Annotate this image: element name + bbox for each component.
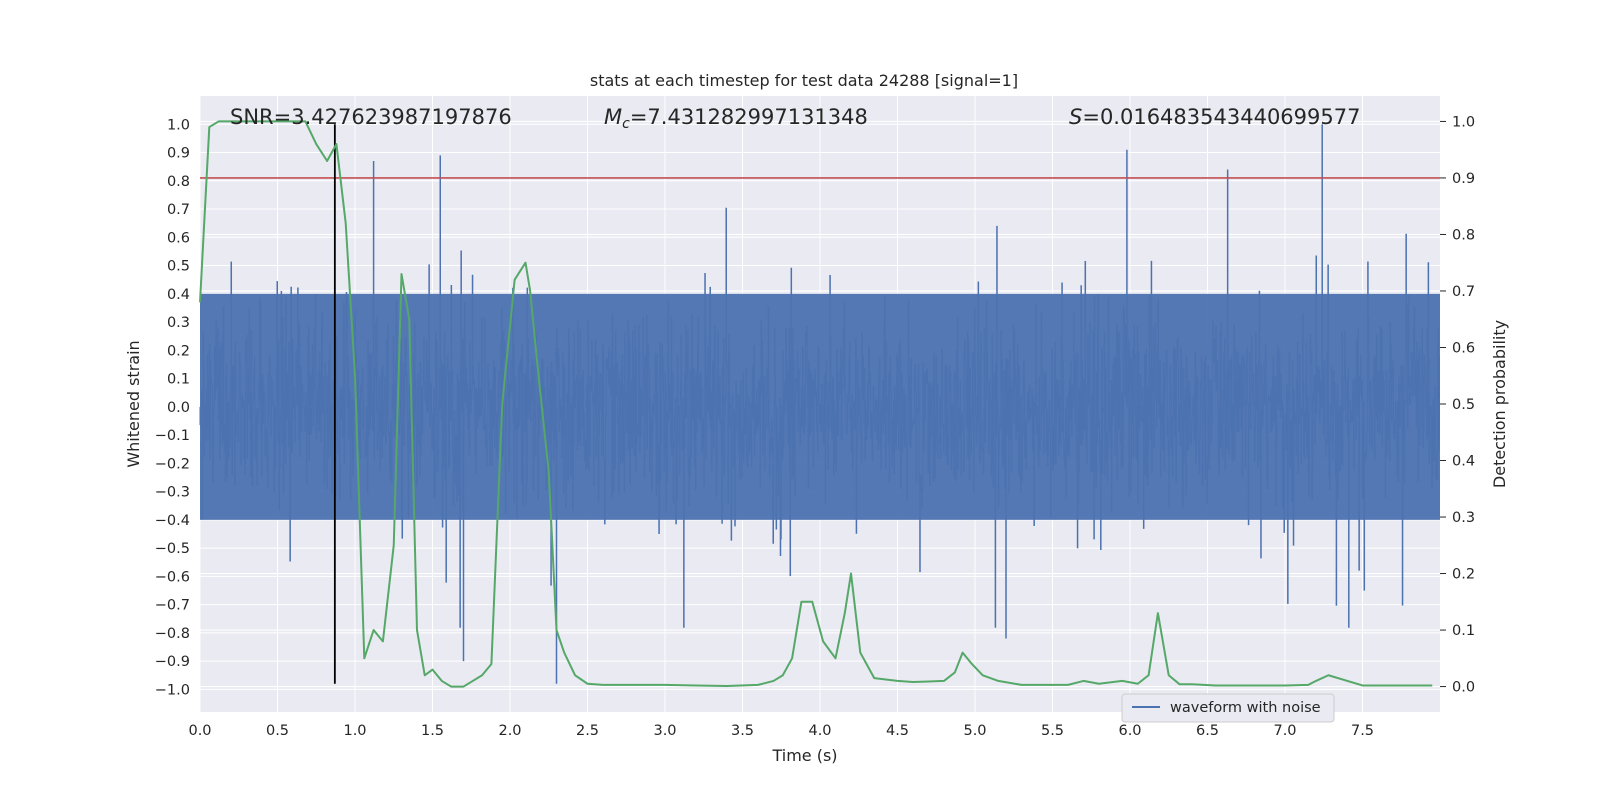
y-right-tick-label: 0.1 <box>1452 623 1475 639</box>
chart-title: stats at each timestep for test data 242… <box>590 71 1018 90</box>
x-tick-label: 7.0 <box>1273 723 1296 739</box>
s-annotation: S=0.016483543440699577 <box>1069 105 1360 129</box>
waveform-line <box>199 207 1440 628</box>
y-right-tick-label: 0.9 <box>1452 171 1475 187</box>
y-left-tick-label: 0.6 <box>167 230 190 246</box>
y-left-tick-label: −0.6 <box>155 569 190 585</box>
overlay-lines <box>199 120 1440 688</box>
y-left-tick-label: 0.4 <box>167 287 190 303</box>
y-right-axis-ticks: 1.0 0.9 0.8 0.7 0.6 0.5 0.4 0.3 0.2 0.1 0.0 <box>1440 114 1475 696</box>
x-tick-label: 2.5 <box>576 723 599 739</box>
y-right-tick-label: 0.3 <box>1452 510 1475 526</box>
legend-box <box>1121 693 1335 723</box>
x-tick-label: 1.0 <box>343 723 366 739</box>
y-right-axis-label: Detection probability <box>1490 320 1509 488</box>
x-tick-label: 3.5 <box>731 723 754 739</box>
x-tick-label: 0.5 <box>266 723 289 739</box>
x-tick-label: 4.5 <box>886 723 909 739</box>
y-left-tick-label: 0.8 <box>167 174 190 190</box>
y-left-tick-label: 0.5 <box>167 259 190 275</box>
y-left-axis-label: Whitened strain <box>124 340 143 467</box>
y-left-tick-label: −0.7 <box>155 598 190 614</box>
y-right-tick-label: 0.7 <box>1452 284 1475 300</box>
snr-annotation: SNR=3.427623987197876 <box>230 105 512 129</box>
x-tick-label: 7.5 <box>1351 723 1374 739</box>
y-left-tick-label: 0.1 <box>167 372 190 388</box>
y-right-tick-label: 0.5 <box>1452 397 1475 413</box>
y-left-tick-label: −0.5 <box>155 541 190 557</box>
y-left-tick-label: 0.7 <box>167 202 190 218</box>
x-tick-label: 4.0 <box>808 723 831 739</box>
y-right-tick-label: 0.6 <box>1452 340 1475 356</box>
waveform-series <box>199 124 1440 684</box>
s-symbol: S <box>1069 105 1082 129</box>
x-tick-label: 6.0 <box>1118 723 1141 739</box>
y-left-tick-label: −0.8 <box>155 626 190 642</box>
s-value: =0.016483543440699577 <box>1082 105 1360 129</box>
y-left-tick-label: −1.0 <box>155 682 190 698</box>
x-tick-label: 5.5 <box>1041 723 1064 739</box>
y-left-tick-label: 0.0 <box>167 400 190 416</box>
y-left-tick-label: −0.1 <box>155 428 190 444</box>
x-tick-label: 2.0 <box>498 723 521 739</box>
y-right-tick-label: 0.4 <box>1452 454 1475 470</box>
y-left-tick-label: −0.3 <box>155 485 190 501</box>
y-left-axis-ticks: 1.0 0.9 0.8 0.7 0.6 0.5 0.4 0.3 0.2 0.1 0.0 −0.1 −0.… <box>155 117 190 698</box>
mc-subscript: c <box>622 116 630 132</box>
x-tick-label: 3.0 <box>653 723 676 739</box>
x-axis-ticks: 0.0 0.5 1.0 1.5 2.0 2.5 3.0 3.5 4.0 4.5 5.0 5.5 6.0 6… <box>188 723 1374 739</box>
y-right-tick-label: 0.0 <box>1452 680 1475 696</box>
x-tick-label: 0.0 <box>188 723 211 739</box>
mc-value: =7.431282997131348 <box>630 105 868 129</box>
x-tick-label: 6.5 <box>1196 723 1219 739</box>
y-right-tick-label: 1.0 <box>1452 114 1475 130</box>
legend-label: waveform with noise <box>1170 700 1321 716</box>
y-left-tick-label: −0.2 <box>155 456 190 472</box>
y-left-tick-label: 0.9 <box>167 146 190 162</box>
mc-symbol: M <box>604 105 622 129</box>
y-left-tick-label: −0.9 <box>155 654 190 670</box>
x-axis-label: Time (s) <box>771 746 837 765</box>
mc-annotation: Mc=7.431282997131348 <box>604 105 868 132</box>
y-right-tick-label: 0.8 <box>1452 227 1475 243</box>
x-tick-label: 5.0 <box>963 723 986 739</box>
y-left-tick-label: 1.0 <box>167 117 190 133</box>
y-left-tick-label: −0.4 <box>155 513 190 529</box>
y-left-tick-label: 0.2 <box>167 343 190 359</box>
detection-probability-line <box>199 120 1433 688</box>
legend: waveform with noise <box>1121 693 1335 723</box>
y-left-tick-label: 0.3 <box>167 315 190 331</box>
x-tick-label: 1.5 <box>421 723 444 739</box>
y-right-tick-label: 0.2 <box>1452 567 1475 583</box>
